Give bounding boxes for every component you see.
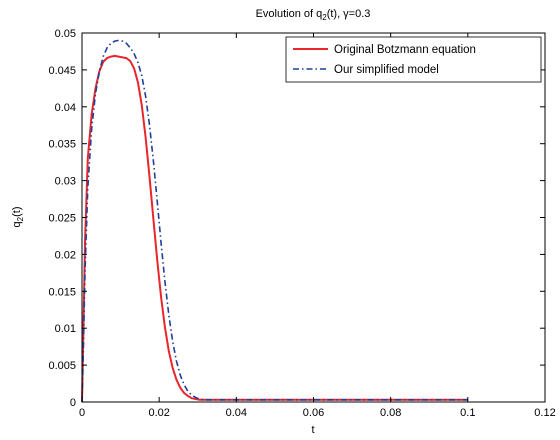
legend: Original Botzmann equation Our simplifie… bbox=[285, 36, 542, 83]
x-tick-label: 0 bbox=[79, 407, 85, 419]
y-axis-label: q2(t) bbox=[11, 207, 25, 228]
y-tick-label: 0.04 bbox=[55, 102, 76, 114]
x-tick-label: 0.12 bbox=[534, 407, 555, 419]
y-tick-label: 0.05 bbox=[55, 28, 76, 40]
y-tick-label: 0.025 bbox=[48, 213, 76, 225]
x-tick-label: 0.04 bbox=[226, 407, 247, 419]
legend-label-original: Original Botzmann equation bbox=[334, 44, 476, 56]
y-tick-label: 0.035 bbox=[48, 139, 76, 151]
y-axis-label-subscript: 2 bbox=[16, 216, 25, 221]
legend-label-model: Our simplified model bbox=[334, 64, 439, 76]
y-tick-label: 0.045 bbox=[48, 65, 76, 77]
y-axis-label-prefix: q bbox=[11, 221, 23, 227]
chart-title-subscript: 2 bbox=[322, 13, 327, 22]
series-line-original bbox=[81, 54, 468, 403]
chart-title-prefix: Evolution of q bbox=[256, 8, 323, 20]
plot-frame bbox=[81, 32, 546, 403]
y-tick-label: 0.005 bbox=[48, 360, 76, 372]
series-line-model bbox=[81, 39, 468, 403]
x-tick-label: 0.06 bbox=[303, 407, 324, 419]
plot-area bbox=[82, 33, 545, 402]
x-axis-label: t bbox=[311, 424, 314, 436]
x-axis-ticks: 0 0.02 0.04 0.06 0.08 0.1 0.12 bbox=[79, 33, 556, 419]
y-tick-label: 0.01 bbox=[55, 323, 76, 335]
y-tick-label: 0 bbox=[70, 397, 76, 409]
chart-title-suffix: (t), γ=0.3 bbox=[327, 8, 371, 20]
y-tick-label: 0.02 bbox=[55, 249, 76, 261]
x-tick-label: 0.1 bbox=[460, 407, 475, 419]
chart-title: Evolution of q2(t), γ=0.3 bbox=[256, 8, 371, 22]
y-tick-label: 0.015 bbox=[48, 286, 76, 298]
y-tick-label: 0.03 bbox=[55, 176, 76, 188]
y-axis-ticks: 0 0.005 0.01 0.015 0.02 0.025 0.03 0.035 0.04 0.0… bbox=[48, 28, 545, 409]
x-tick-label: 0.02 bbox=[148, 407, 169, 419]
y-axis-label-suffix: (t) bbox=[11, 207, 23, 217]
legend-box bbox=[285, 36, 542, 83]
x-tick-label: 0.08 bbox=[380, 407, 401, 419]
series-layer bbox=[81, 39, 468, 403]
